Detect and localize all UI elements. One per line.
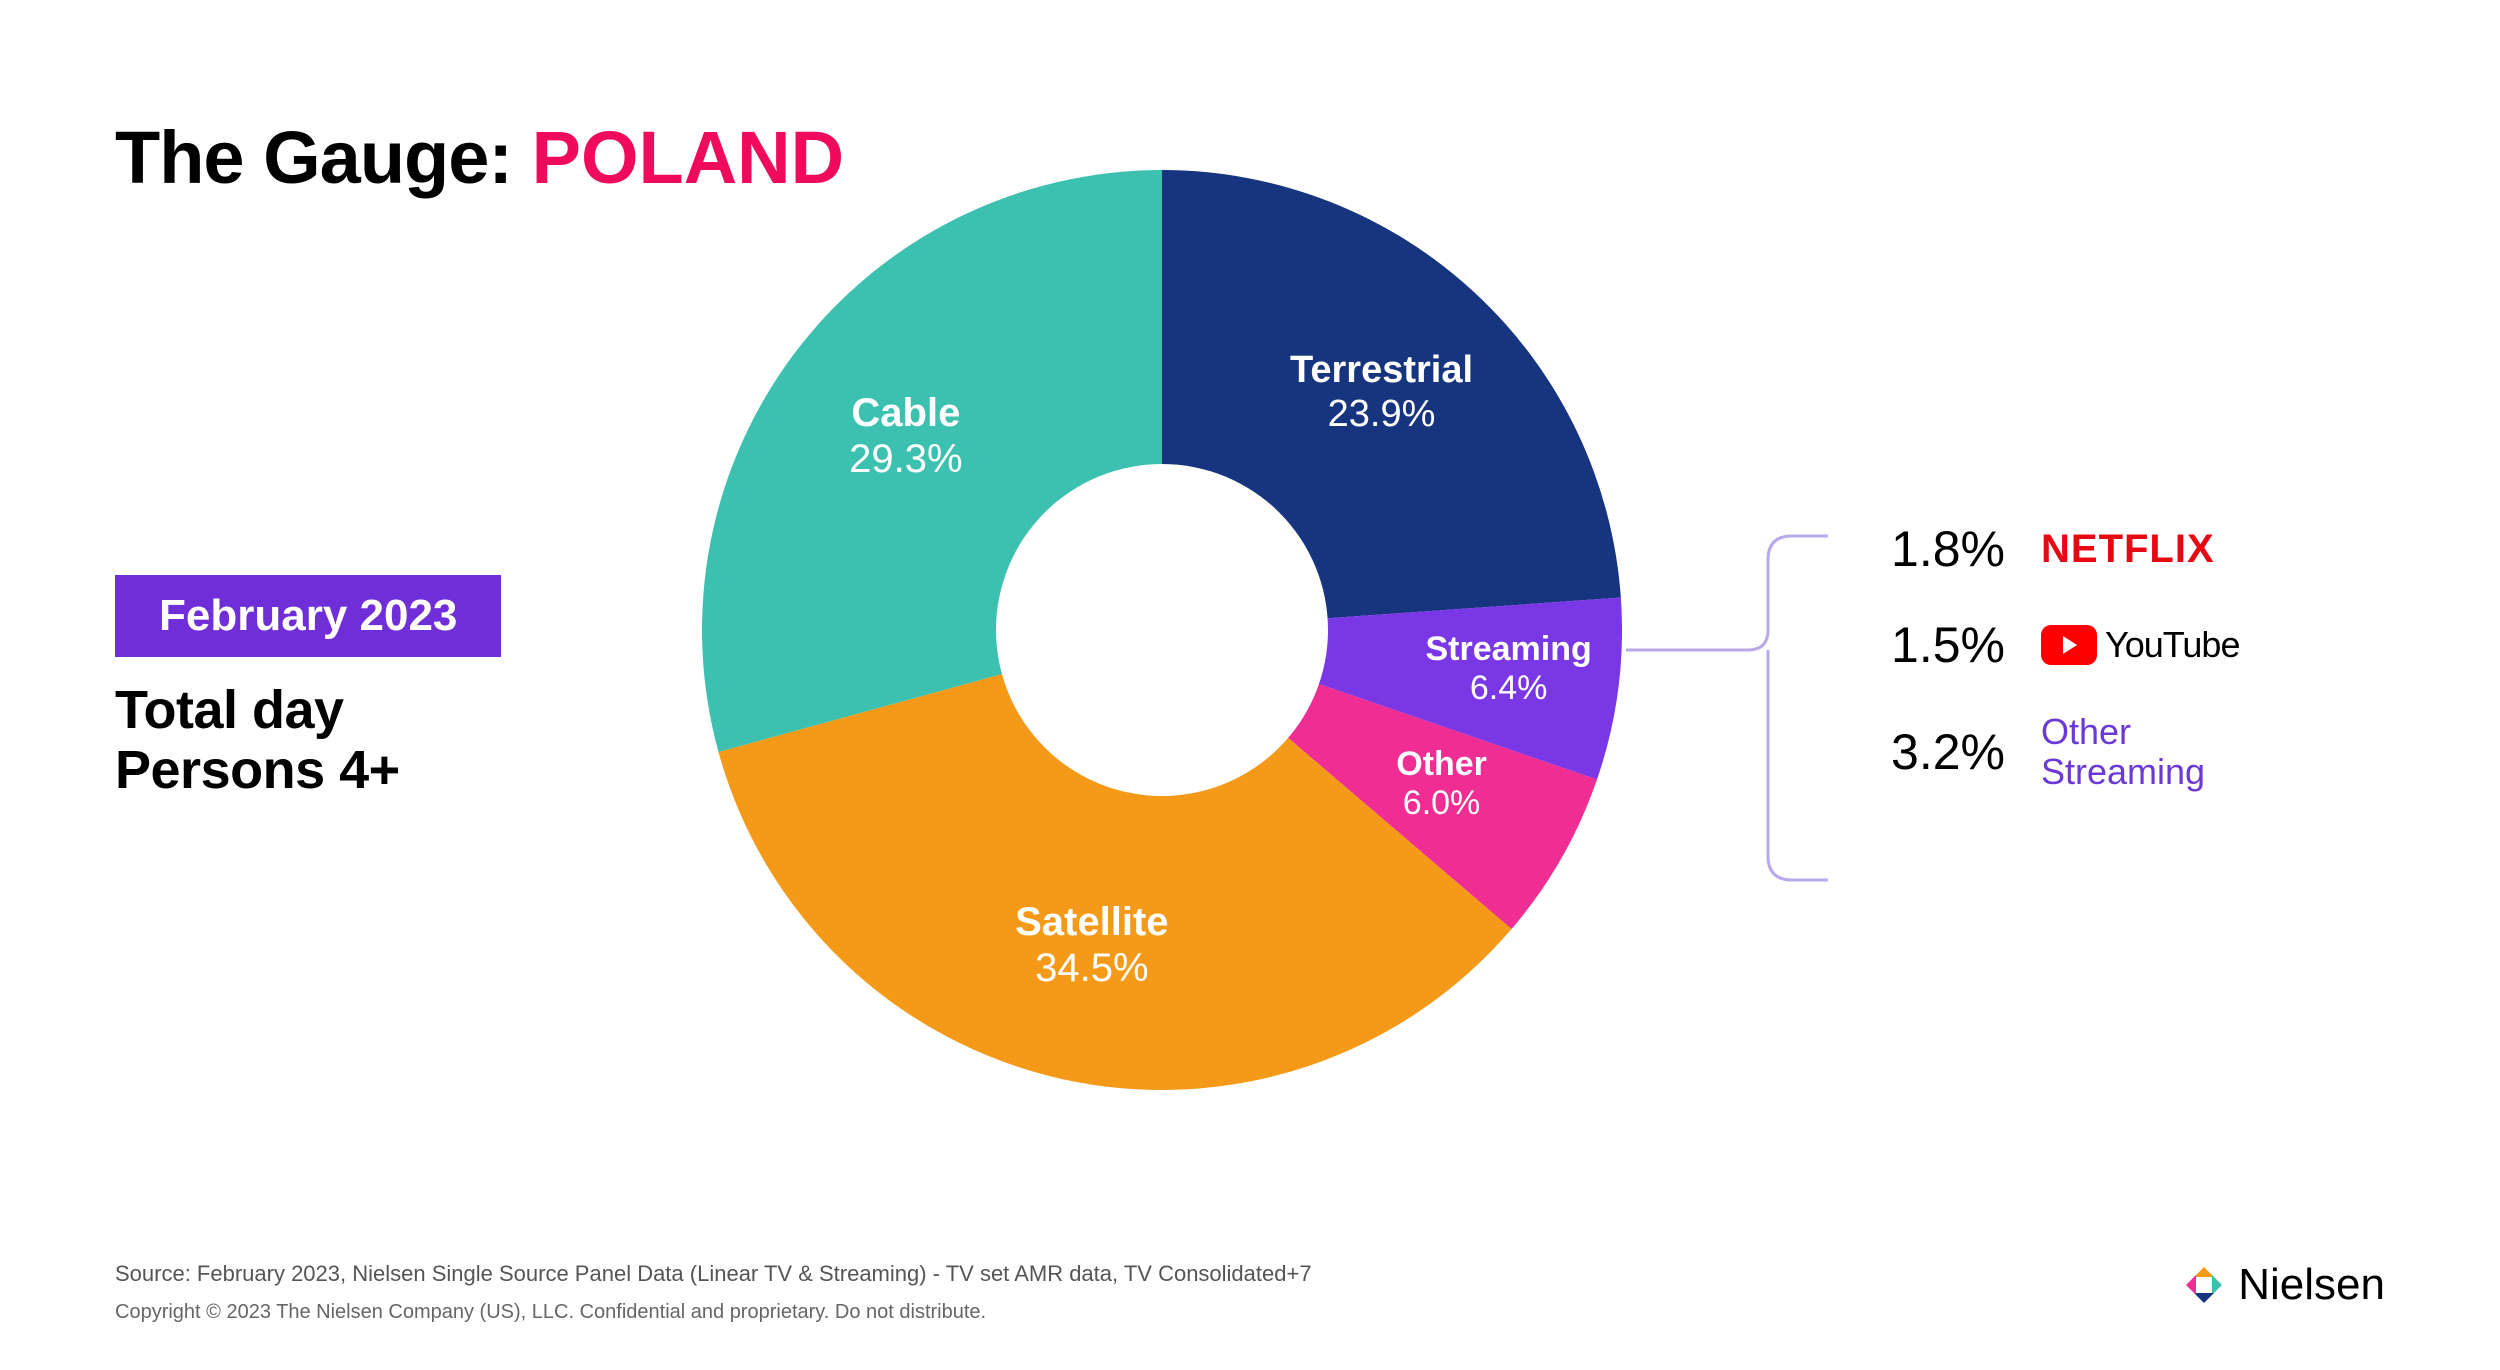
subtitle-line2: Persons 4+ (115, 740, 400, 800)
youtube-logo: YouTube (2041, 624, 2239, 666)
youtube-play-icon (2041, 625, 2097, 665)
nielsen-logo: Nielsen (2184, 1260, 2385, 1310)
breakdown-row-netflix: 1.8% NETFLIX (1835, 520, 2315, 578)
other-streaming-label: Other Streaming (2041, 712, 2205, 791)
breakdown-pct: 3.2% (1835, 723, 2005, 781)
breakdown-row-other: 3.2% Other Streaming (1835, 712, 2315, 791)
title-prefix: The Gauge: (115, 116, 532, 199)
other-line2: Streaming (2041, 752, 2205, 792)
streaming-bracket (1618, 520, 1838, 920)
donut-chart: Terrestrial23.9%Streaming6.4%Other6.0%Sa… (702, 170, 1622, 1090)
youtube-text: YouTube (2105, 624, 2239, 666)
breakdown-pct: 1.8% (1835, 520, 2005, 578)
slice-label-terrestrial: Terrestrial23.9% (1262, 349, 1502, 436)
slice-label-streaming: Streaming6.4% (1389, 630, 1629, 708)
nielsen-text: Nielsen (2238, 1260, 2385, 1310)
source-footnote: Source: February 2023, Nielsen Single So… (115, 1257, 1312, 1290)
slice-label-cable: Cable29.3% (786, 390, 1026, 482)
breakdown-pct: 1.5% (1835, 616, 2005, 674)
date-badge: February 2023 (115, 575, 501, 657)
breakdown-row-youtube: 1.5% YouTube (1835, 616, 2315, 674)
slice-label-satellite: Satellite34.5% (972, 899, 1212, 991)
copyright-line: Copyright © 2023 The Nielsen Company (US… (115, 1301, 986, 1324)
streaming-breakdown: 1.8% NETFLIX 1.5% YouTube 3.2% Other Str… (1835, 520, 2315, 829)
slice-label-other: Other6.0% (1322, 745, 1562, 823)
page: The Gauge: POLAND February 2023 Total da… (0, 0, 2500, 1370)
subtitle-line1: Total day (115, 680, 400, 740)
netflix-logo: NETFLIX (2041, 527, 2215, 572)
other-line1: Other (2041, 712, 2205, 752)
nielsen-mark-icon (2184, 1265, 2224, 1305)
subtitle: Total day Persons 4+ (115, 680, 400, 801)
